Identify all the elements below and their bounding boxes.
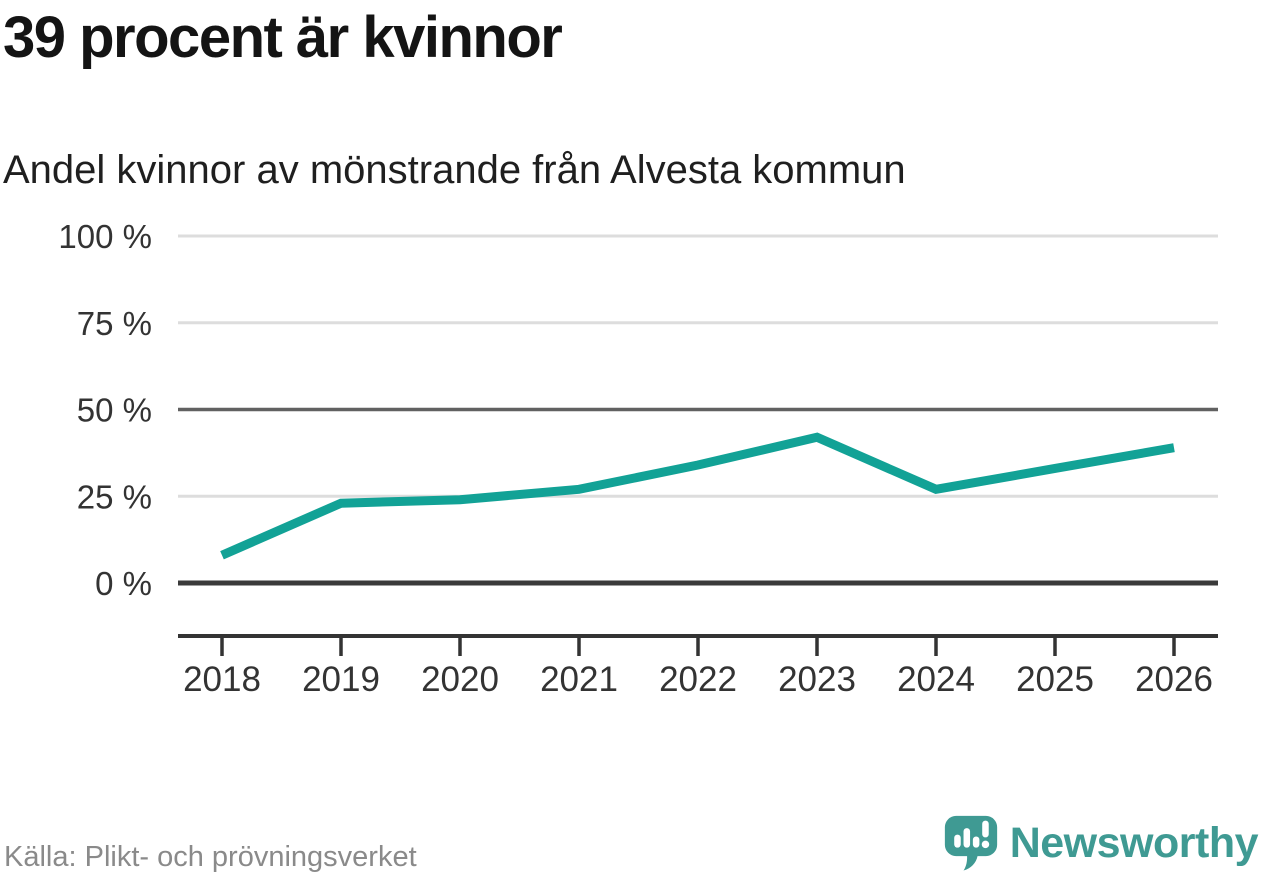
logo-bar-2: [963, 828, 970, 848]
gridlines: [178, 234, 1218, 586]
data-series: [220, 432, 1175, 560]
newsworthy-logo: Newsworthy: [943, 814, 1259, 872]
x-tick-label: 2019: [302, 660, 380, 699]
y-tick-label: 0 %: [95, 565, 152, 602]
source-note: Källa: Plikt- och prövningsverket: [4, 841, 417, 873]
chart-subtitle: Andel kvinnor av mönstrande från Alvesta…: [3, 148, 906, 192]
logo-exclamation-dot: [981, 840, 989, 849]
x-tick-label: 2026: [1135, 660, 1213, 699]
newsworthy-logo-icon: [944, 815, 997, 871]
x-tick-label: 2020: [421, 660, 499, 699]
y-tick-label: 50 %: [77, 392, 152, 429]
x-tick-label: 2021: [540, 660, 618, 699]
x-axis: [178, 634, 1218, 656]
x-tick-label: 2025: [1016, 660, 1094, 699]
x-tick-label: 2022: [659, 660, 737, 699]
line-chart: 0 % 25 % 50 % 75 % 100 % 2018 2019 2020 2021 202…: [58, 218, 1218, 699]
x-tick-label: 2024: [897, 660, 975, 699]
y-tick-label: 100 %: [58, 218, 152, 255]
y-axis-labels: 0 % 25 % 50 % 75 % 100 %: [58, 218, 152, 602]
x-tick-label: 2018: [183, 660, 261, 699]
x-tick-label: 2023: [778, 660, 856, 699]
data-line: [220, 432, 1175, 560]
y-tick-label: 75 %: [77, 305, 152, 342]
x-axis-labels: 2018 2019 2020 2021 2022 2023 2024 2025 2026: [183, 660, 1213, 699]
y-tick-label: 25 %: [77, 478, 152, 515]
chart-title: 39 procent är kvinnor: [3, 5, 563, 70]
logo-exclamation-bar: [981, 820, 989, 838]
newsworthy-logo-text: Newsworthy: [1009, 818, 1259, 867]
logo-bar-3: [972, 836, 980, 848]
logo-bar-1: [953, 834, 961, 848]
